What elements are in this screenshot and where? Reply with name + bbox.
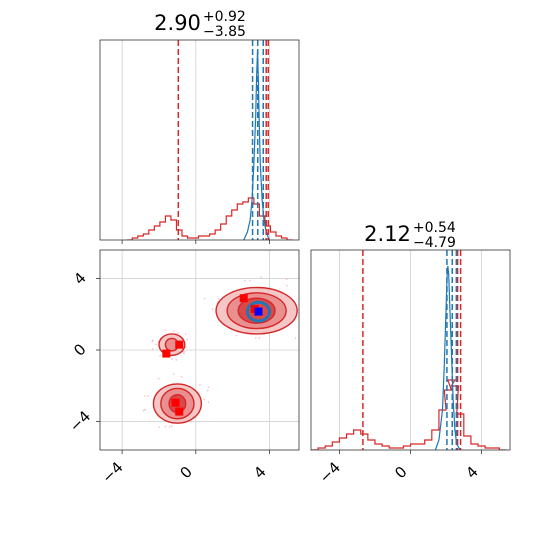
joint-scatter-point <box>244 279 246 282</box>
my-series-blue-1 <box>434 265 461 450</box>
marginal-x-ticks <box>121 240 270 244</box>
joint-scatter-point <box>177 332 179 334</box>
joint-scatter-point <box>151 340 154 343</box>
joint-scatter-point <box>172 373 175 375</box>
joint-scatter-point <box>183 350 186 353</box>
joint-scatter-point <box>211 308 214 311</box>
joint-scatter-point <box>154 343 157 346</box>
my-xtick-label-1: 0 <box>391 463 410 482</box>
joint-scatter-point <box>285 278 288 281</box>
joint-xtick-label-1: 0 <box>177 463 196 482</box>
marginal-x-title-sub: −3.85 <box>203 24 246 40</box>
joint-scatter-point <box>144 408 147 411</box>
joint-scatter-point <box>207 386 210 389</box>
joint-marker-red-5 <box>175 407 184 416</box>
joint-scatter-point <box>151 348 154 351</box>
marginal-x-title: 2.90 +0.92 <box>154 9 246 35</box>
joint-scatter-point <box>164 425 167 428</box>
joint-scatter-point <box>170 425 173 427</box>
marginal-y-grid <box>339 250 482 450</box>
marginal-y-series <box>311 265 507 450</box>
marginal-y-ticks: −4 0 4 <box>316 450 482 487</box>
joint-scatter-point <box>157 377 160 380</box>
joint-scatter-point <box>159 354 162 357</box>
joint-marker-red-3 <box>175 340 184 349</box>
joint-scatter-point <box>199 384 201 386</box>
joint-scatter-point <box>158 426 161 429</box>
joint-scatter-point <box>203 398 205 401</box>
joint-marker-blue <box>254 307 263 316</box>
joint-xtick-label-2: 4 <box>250 463 269 482</box>
marginal-y-title-sub: −4.79 <box>413 235 456 251</box>
joint-scatter-point <box>171 357 173 360</box>
joint-xtick-label-0: −4 <box>98 458 126 486</box>
joint-scatter-point <box>206 389 209 392</box>
joint-scatter-point <box>186 338 189 341</box>
mx-series-red-0 <box>126 197 293 240</box>
joint-scatter-point <box>235 334 238 337</box>
joint-markers <box>162 294 263 416</box>
joint-ytick-label-0: −4 <box>66 407 94 435</box>
my-xtick-label-2: 4 <box>462 463 481 482</box>
joint-scatter-point <box>307 324 309 326</box>
joint-scatter-point <box>164 329 167 331</box>
joint-scatter-point <box>286 284 288 287</box>
joint-scatter-point <box>175 359 178 361</box>
marginal-y-panel: −4 0 4 2.12 +0.54 −4.79 <box>310 220 511 487</box>
joint-scatter-point <box>172 330 175 332</box>
joint-scatter-point <box>259 276 262 279</box>
joint-scatter-point <box>203 297 206 300</box>
joint-ytick-label-2: 4 <box>70 269 89 288</box>
marginal-y-quantile-lines <box>362 250 462 450</box>
marginal-x-frame <box>99 39 300 241</box>
joint-scatter-point <box>294 337 297 340</box>
joint-scatter-point <box>207 401 210 404</box>
joint-scatter-point <box>217 297 220 300</box>
joint-scatter-point <box>182 352 185 355</box>
joint-scatter-point <box>313 323 315 325</box>
joint-scatter-point <box>142 409 145 412</box>
joint-marker-red-2 <box>162 349 171 358</box>
marginal-x-quantile-lines <box>177 40 269 240</box>
marginal-x-grid <box>121 40 270 240</box>
marginal-y-title: 2.12 +0.54 <box>364 220 456 246</box>
my-series-red-0 <box>311 379 507 450</box>
joint-scatter-point <box>248 279 251 282</box>
joint-scatter-point <box>147 395 150 397</box>
joint-panel: −4 0 4 −4 0 4 <box>66 249 315 487</box>
joint-scatter-point <box>180 375 183 378</box>
joint-marker-red-0 <box>239 294 248 303</box>
joint-scatter-point <box>308 293 310 295</box>
joint-scatter-point <box>143 395 146 397</box>
my-xtick-label-0: −4 <box>316 458 344 486</box>
joint-scatter-point <box>254 337 257 339</box>
joint-blue-ring <box>245 300 272 323</box>
marginal-x-panel: 2.90 +0.92 −3.85 <box>99 9 300 244</box>
joint-scatter-point <box>184 333 187 335</box>
joint-scatter-point <box>307 294 309 296</box>
joint-marker-red-4 <box>171 398 180 407</box>
joint-grid <box>100 250 299 450</box>
joint-ytick-label-1: 0 <box>70 340 89 359</box>
joint-scatter-point <box>258 337 261 340</box>
joint-scatter-point <box>168 426 171 428</box>
